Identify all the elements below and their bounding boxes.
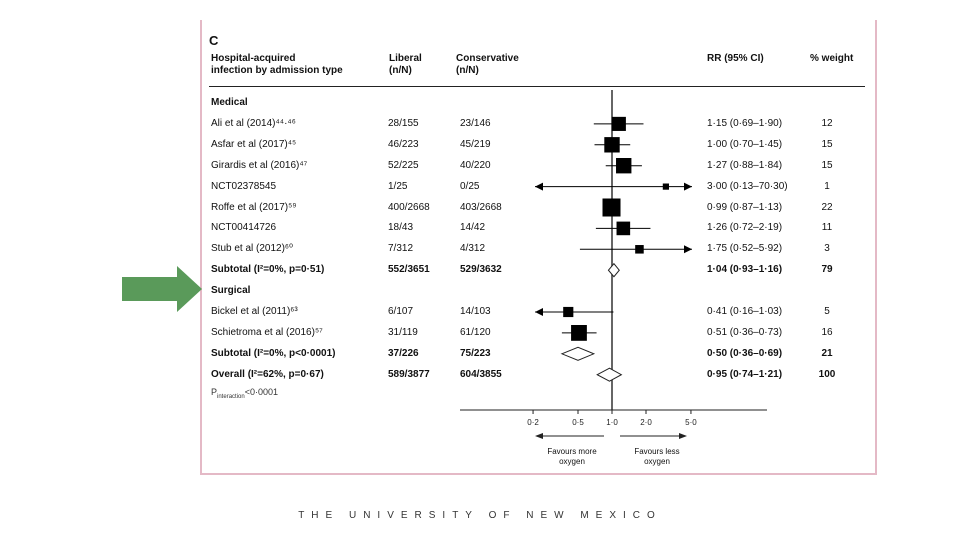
study-label: Subtotal (I²=0%, p<0·0001): [211, 347, 336, 359]
ci-arrow-left: [535, 182, 543, 191]
weight-value: 22: [821, 201, 833, 213]
favours-less-arrowhead: [679, 433, 687, 439]
x-tick-label: 2·0: [640, 418, 652, 427]
rr-ci-text: 1·75 (0·52–5·92): [707, 243, 783, 255]
header-study: Hospital-acquired infection by admission…: [211, 53, 343, 76]
pointer-arrow-icon: [122, 266, 202, 312]
study-label: Asfar et al (2017)⁴⁵: [211, 138, 297, 150]
favours-more-arrowhead: [535, 433, 543, 439]
header-liberal: Liberal (n/N): [389, 53, 422, 76]
conservative-count: 0/25: [460, 180, 480, 192]
liberal-count: 52/225: [388, 159, 419, 171]
liberal-count: 46/223: [388, 138, 419, 150]
study-label: Schietroma et al (2016)⁵⁷: [211, 326, 323, 338]
effect-square: [611, 116, 626, 131]
ci-arrow-right: [684, 245, 692, 254]
liberal-count: 28/155: [388, 117, 419, 129]
weight-value: 21: [821, 347, 833, 359]
conservative-count: 40/220: [460, 159, 491, 171]
liberal-count: 552/3651: [388, 264, 430, 276]
rr-ci-text: 1·00 (0·70–1·45): [707, 138, 783, 150]
conservative-count: 529/3632: [460, 264, 502, 276]
conservative-count: 61/120: [460, 326, 491, 338]
study-label: Bickel et al (2011)⁶³: [211, 306, 298, 317]
conservative-count: 75/223: [460, 347, 491, 359]
group-label: Surgical: [211, 285, 251, 297]
conservative-count: 23/146: [460, 117, 491, 129]
pooled-diamond: [560, 346, 596, 361]
weight-value: 15: [821, 159, 833, 171]
study-label: NCT02378545: [211, 180, 277, 192]
weight-value: 15: [821, 138, 833, 150]
conservative-count: 403/2668: [460, 201, 502, 213]
study-label: NCT00414726: [211, 222, 277, 234]
rr-ci-text: 0·95 (0·74–1·21): [707, 368, 783, 380]
panel-letter: C: [209, 33, 219, 48]
liberal-count: 6/107: [388, 306, 414, 317]
x-tick-label: 5·0: [685, 418, 697, 427]
effect-square: [616, 221, 631, 236]
effect-square: [662, 183, 669, 190]
study-label: Overall (I²=62%, p=0·67): [211, 368, 324, 380]
effect-square: [604, 137, 620, 153]
liberal-count: 589/3877: [388, 368, 430, 380]
ci-arrow-right: [684, 182, 692, 191]
rr-ci-text: 1·15 (0·69–1·90): [707, 117, 783, 129]
rr-ci-text: 1·04 (0·93–1·16): [707, 264, 783, 276]
liberal-count: 37/226: [388, 347, 419, 359]
header-rule: [209, 86, 865, 87]
effect-square: [635, 245, 644, 254]
header-weight: % weight: [810, 53, 854, 64]
rr-ci-text: 0·99 (0·87–1·13): [707, 201, 783, 213]
liberal-count: 1/25: [388, 180, 408, 192]
weight-value: 16: [821, 326, 833, 338]
rr-ci-text: 1·27 (0·88–1·84): [707, 159, 783, 171]
liberal-count: 18/43: [388, 222, 414, 234]
effect-square: [616, 158, 632, 174]
rr-ci-text: 0·51 (0·36–0·73): [707, 326, 783, 338]
pooled-diamond: [596, 367, 623, 382]
conservative-count: 14/103: [460, 306, 491, 317]
header-rr: RR (95% CI): [707, 53, 764, 64]
liberal-count: 400/2668: [388, 201, 430, 213]
ci-arrow-left: [535, 308, 543, 316]
rr-ci-text: 3·00 (0·13–70·30): [707, 180, 788, 192]
figure-panel: [200, 20, 877, 475]
weight-value: 1: [824, 180, 830, 192]
effect-square: [571, 325, 587, 341]
rr-ci-text: 0·50 (0·36–0·69): [707, 347, 783, 359]
x-tick-label: 1·0: [606, 418, 618, 427]
weight-value: 100: [818, 368, 836, 380]
x-tick-label: 0·2: [527, 418, 539, 427]
liberal-count: 7/312: [388, 243, 414, 255]
weight-value: 5: [824, 306, 830, 317]
effect-square: [563, 306, 574, 318]
header-conservative: Conservative (n/N): [456, 53, 519, 76]
footer-university: THE UNIVERSITY OF NEW MEXICO: [298, 510, 662, 521]
study-label: Stub et al (2012)⁶⁰: [211, 243, 294, 255]
study-label: Girardis et al (2016)⁴⁷: [211, 159, 308, 171]
liberal-count: 31/119: [388, 326, 418, 338]
conservative-count: 604/3855: [460, 368, 502, 380]
conservative-count: 14/42: [460, 222, 486, 234]
x-tick-label: 0·5: [572, 418, 584, 427]
weight-value: 12: [821, 117, 833, 129]
effect-square: [602, 198, 621, 217]
rr-ci-text: 1·26 (0·72–2·19): [707, 222, 783, 234]
rr-ci-text: 0·41 (0·16–1·03): [707, 306, 783, 317]
weight-value: 11: [821, 222, 833, 234]
study-label: Roffe et al (2017)⁵⁹: [211, 201, 297, 213]
weight-value: 79: [821, 264, 833, 276]
study-label: Ali et al (2014)⁴⁴·⁴⁶: [211, 117, 296, 129]
weight-value: 3: [824, 243, 830, 255]
conservative-count: 4/312: [460, 243, 486, 255]
conservative-count: 45/219: [460, 138, 491, 150]
favours-more-label: Favours more oxygen: [547, 447, 597, 466]
pooled-diamond: [607, 262, 620, 278]
study-label: Subtotal (I²=0%, p=0·51): [211, 264, 325, 276]
favours-less-label: Favours less oxygen: [634, 447, 680, 466]
group-label: Medical: [211, 97, 248, 108]
p-interaction: Pinteraction<0·0001: [211, 387, 278, 400]
